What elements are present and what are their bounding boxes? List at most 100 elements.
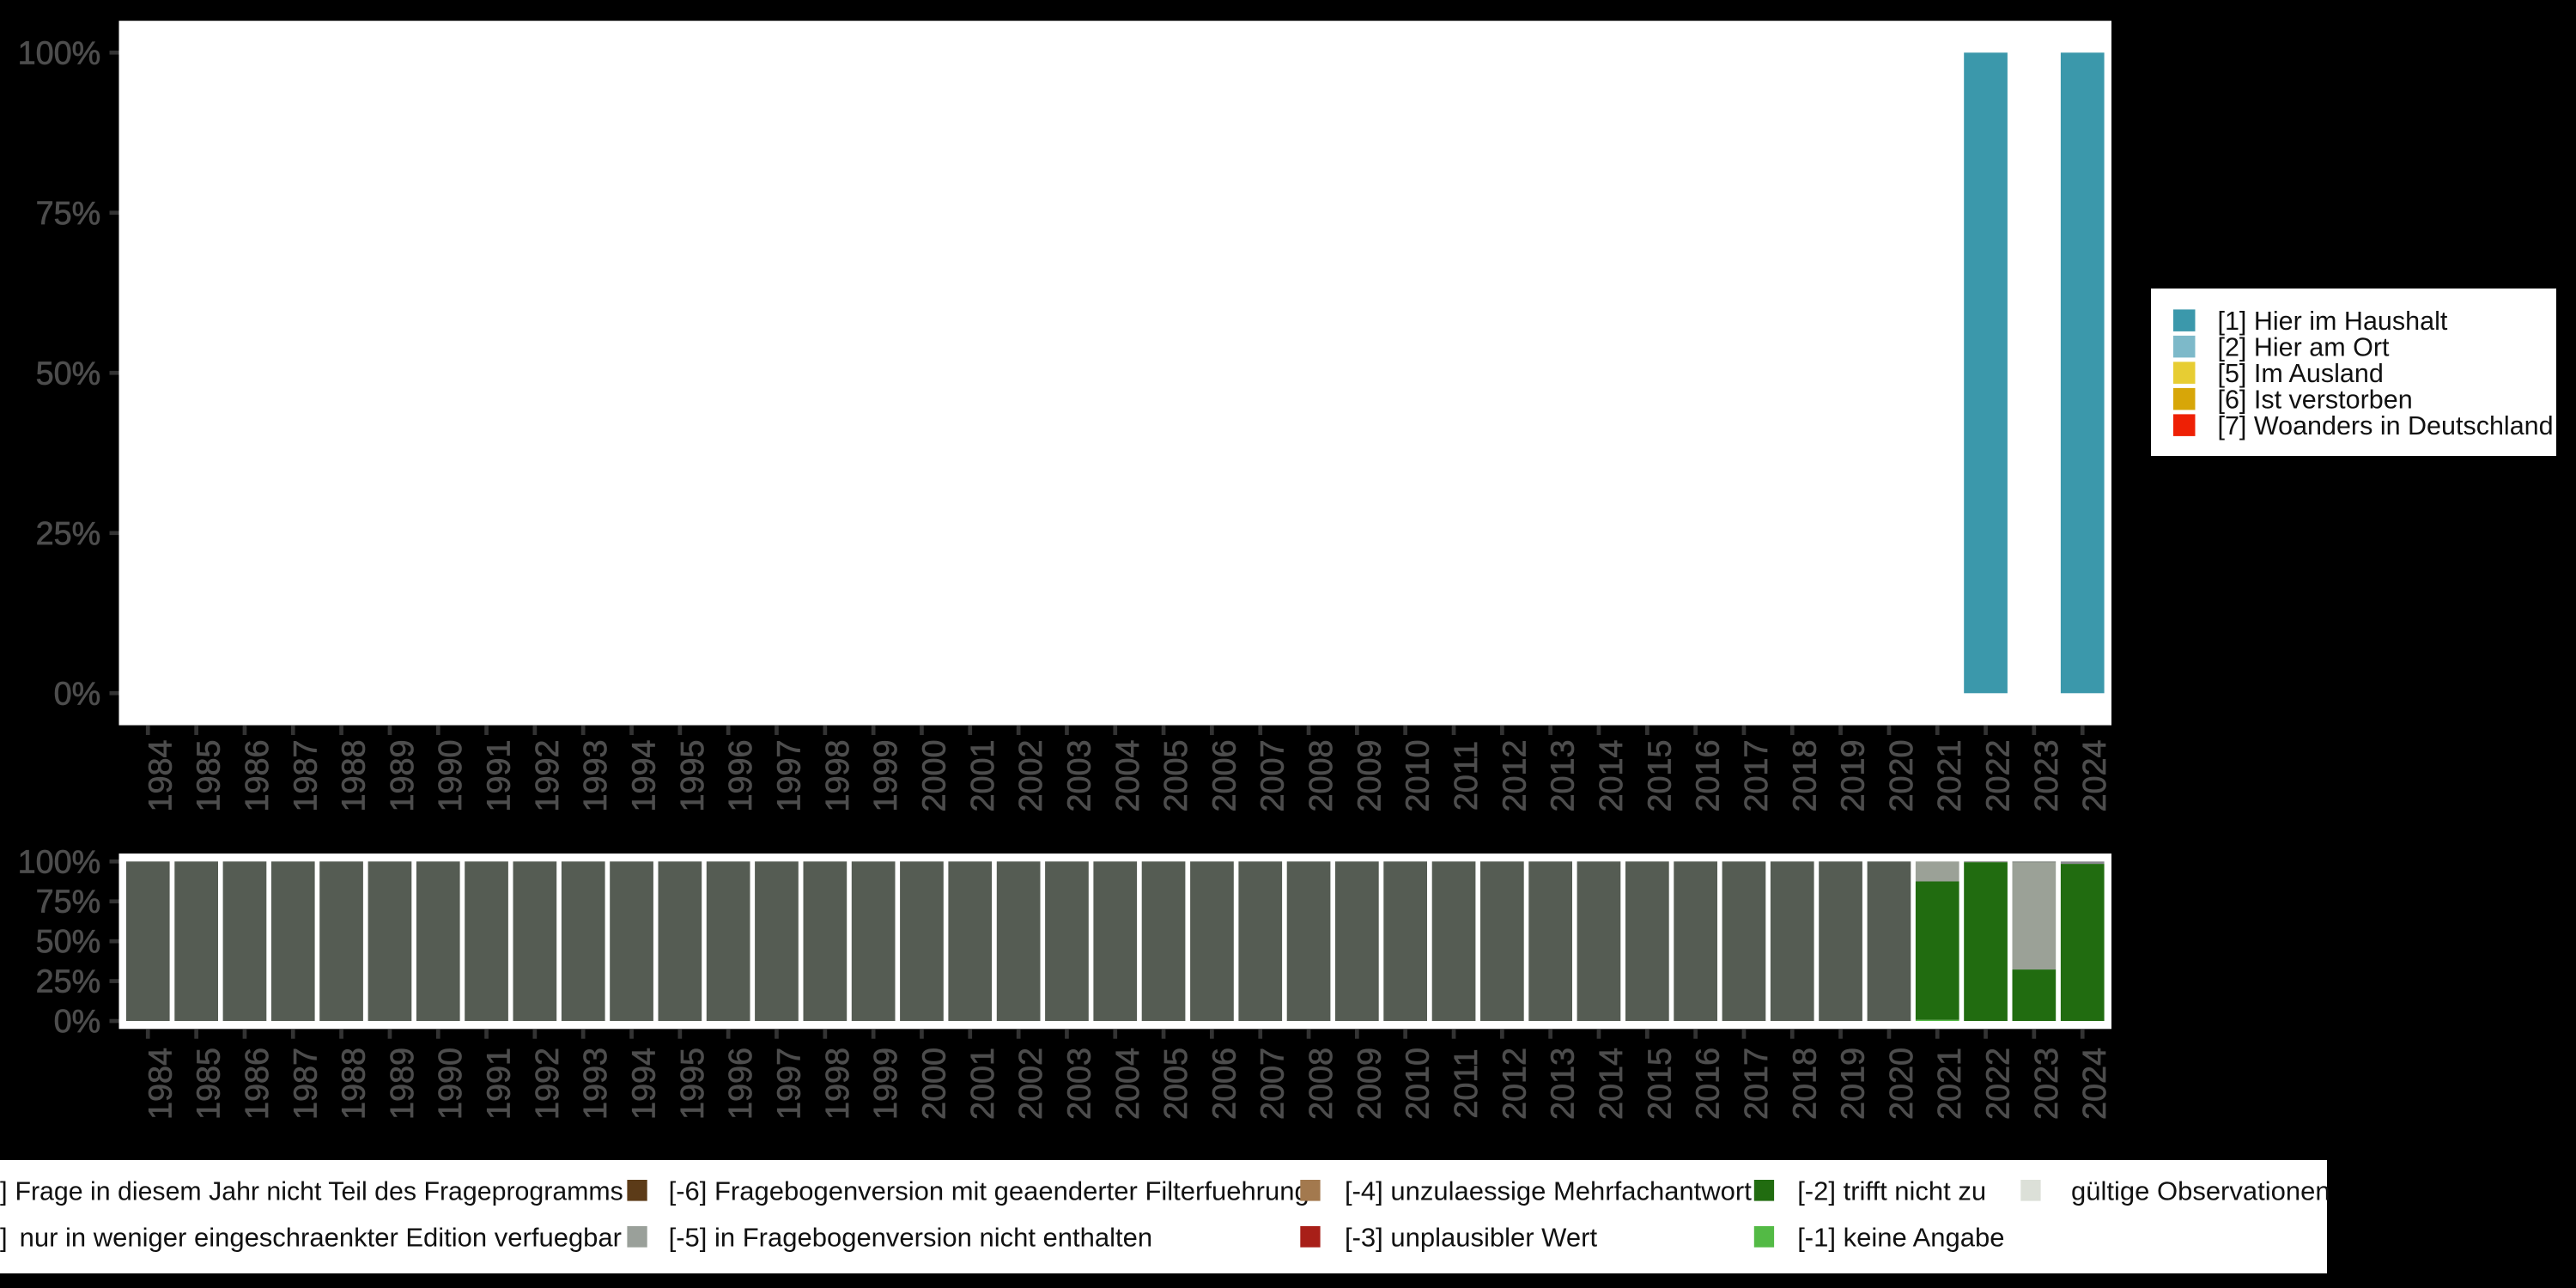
svg-text:1997: 1997 bbox=[772, 739, 808, 811]
svg-text:2010: 2010 bbox=[1400, 739, 1437, 811]
svg-text:nur in weniger eingeschraenkte: nur in weniger eingeschraenkter Edition … bbox=[20, 1223, 622, 1253]
svg-text:2017: 2017 bbox=[1739, 739, 1775, 811]
svg-text:2021: 2021 bbox=[1932, 1048, 1968, 1120]
svg-text:2016: 2016 bbox=[1691, 1048, 1727, 1120]
svg-text:1990: 1990 bbox=[433, 1048, 469, 1120]
svg-text:[1] Hier im Haushalt: [1] Hier im Haushalt bbox=[2218, 307, 2448, 336]
svg-text:1984: 1984 bbox=[143, 739, 179, 811]
svg-text:1993: 1993 bbox=[578, 739, 614, 811]
svg-text:2020: 2020 bbox=[1884, 739, 1920, 811]
svg-text:[5] Im Ausland: [5] Im Ausland bbox=[2218, 359, 2384, 388]
svg-text:2014: 2014 bbox=[1594, 739, 1630, 811]
svg-text:1998: 1998 bbox=[820, 1048, 856, 1120]
svg-text:2006: 2006 bbox=[1206, 1048, 1242, 1120]
svg-text:2000: 2000 bbox=[917, 1048, 953, 1120]
svg-text:[2] Hier am Ort: [2] Hier am Ort bbox=[2218, 333, 2391, 362]
svg-text:1988: 1988 bbox=[337, 1048, 373, 1120]
svg-text:]: ] bbox=[0, 1223, 8, 1253]
svg-text:2019: 2019 bbox=[1836, 1048, 1872, 1120]
svg-text:1987: 1987 bbox=[288, 739, 324, 811]
svg-text:1990: 1990 bbox=[433, 739, 469, 811]
svg-text:1985: 1985 bbox=[191, 739, 228, 811]
svg-text:2008: 2008 bbox=[1303, 739, 1340, 811]
svg-text:2012: 2012 bbox=[1497, 739, 1533, 811]
svg-text:2001: 2001 bbox=[965, 1048, 1001, 1120]
svg-text:1994: 1994 bbox=[627, 739, 663, 811]
svg-text:2000: 2000 bbox=[917, 739, 953, 811]
svg-text:2007: 2007 bbox=[1255, 739, 1291, 811]
svg-text:2018: 2018 bbox=[1787, 739, 1823, 811]
svg-text:2022: 2022 bbox=[1981, 739, 2017, 811]
svg-text:1985: 1985 bbox=[191, 1048, 228, 1120]
svg-text:2011: 2011 bbox=[1449, 741, 1485, 811]
svg-text:2016: 2016 bbox=[1691, 739, 1727, 811]
svg-text:2015: 2015 bbox=[1642, 1048, 1678, 1120]
svg-text:50%: 50% bbox=[36, 924, 101, 960]
svg-text:2024: 2024 bbox=[2077, 739, 2113, 811]
svg-text:[-1] keine Angabe: [-1] keine Angabe bbox=[1797, 1223, 2004, 1253]
svg-text:2004: 2004 bbox=[1110, 739, 1146, 811]
svg-text:2021: 2021 bbox=[1932, 739, 1968, 811]
svg-text:1984: 1984 bbox=[143, 1048, 179, 1120]
svg-text:2019: 2019 bbox=[1836, 739, 1872, 811]
svg-text:100%: 100% bbox=[18, 844, 101, 880]
svg-text:2003: 2003 bbox=[1061, 1048, 1097, 1120]
svg-text:1999: 1999 bbox=[868, 739, 904, 811]
svg-text:2009: 2009 bbox=[1352, 1048, 1388, 1120]
svg-text:1994: 1994 bbox=[627, 1048, 663, 1120]
svg-text:2013: 2013 bbox=[1546, 739, 1582, 811]
svg-text:2005: 2005 bbox=[1158, 1048, 1194, 1120]
svg-text:2009: 2009 bbox=[1352, 739, 1388, 811]
svg-text:75%: 75% bbox=[36, 196, 101, 232]
svg-text:2006: 2006 bbox=[1206, 739, 1242, 811]
svg-text:2002: 2002 bbox=[1013, 739, 1049, 811]
svg-text:1995: 1995 bbox=[675, 1048, 711, 1120]
svg-text:]: ] bbox=[0, 1176, 8, 1206]
svg-text:2007: 2007 bbox=[1255, 1048, 1291, 1120]
svg-text:2013: 2013 bbox=[1546, 1048, 1582, 1120]
svg-text:[-3] unplausibler Wert: [-3] unplausibler Wert bbox=[1345, 1223, 1597, 1253]
svg-text:2002: 2002 bbox=[1013, 1048, 1049, 1120]
svg-text:1991: 1991 bbox=[482, 739, 518, 811]
svg-text:2023: 2023 bbox=[2029, 1048, 2065, 1120]
svg-text:Frage in diesem Jahr nicht Tei: Frage in diesem Jahr nicht Teil des Frag… bbox=[15, 1178, 623, 1206]
svg-text:75%: 75% bbox=[36, 884, 101, 920]
svg-text:1992: 1992 bbox=[530, 1048, 566, 1120]
svg-text:1998: 1998 bbox=[820, 739, 856, 811]
svg-text:[-6] Fragebogenversion mit gea: [-6] Fragebogenversion mit geaenderter F… bbox=[669, 1176, 1309, 1206]
svg-text:100%: 100% bbox=[18, 35, 101, 71]
svg-text:1989: 1989 bbox=[385, 1048, 421, 1120]
svg-text:2001: 2001 bbox=[965, 739, 1001, 811]
svg-text:1996: 1996 bbox=[723, 739, 759, 811]
svg-text:1992: 1992 bbox=[530, 739, 566, 811]
svg-text:1988: 1988 bbox=[337, 739, 373, 811]
svg-text:[7] Woanders in Deutschland: [7] Woanders in Deutschland bbox=[2218, 411, 2554, 440]
svg-text:2003: 2003 bbox=[1061, 739, 1097, 811]
svg-text:2005: 2005 bbox=[1158, 739, 1194, 811]
svg-text:1997: 1997 bbox=[772, 1048, 808, 1120]
svg-text:2004: 2004 bbox=[1110, 1048, 1146, 1120]
svg-text:2011: 2011 bbox=[1449, 1048, 1485, 1118]
svg-text:1993: 1993 bbox=[578, 1048, 614, 1120]
svg-text:[-4] unzulaessige Mehrfachantw: [-4] unzulaessige Mehrfachantwort bbox=[1345, 1176, 1752, 1206]
svg-text:25%: 25% bbox=[36, 964, 101, 1000]
svg-text:2015: 2015 bbox=[1642, 739, 1678, 811]
svg-text:2023: 2023 bbox=[2029, 739, 2065, 811]
svg-text:[-5] in Fragebogenversion nich: [-5] in Fragebogenversion nicht enthalte… bbox=[669, 1223, 1153, 1253]
svg-text:50%: 50% bbox=[36, 355, 101, 392]
svg-text:2012: 2012 bbox=[1497, 1048, 1533, 1120]
svg-text:1986: 1986 bbox=[240, 739, 276, 811]
svg-text:gültige Observationen: gültige Observationen bbox=[2071, 1176, 2330, 1206]
svg-text:[6] Ist verstorben: [6] Ist verstorben bbox=[2218, 386, 2413, 415]
svg-text:2018: 2018 bbox=[1787, 1048, 1823, 1120]
svg-text:2010: 2010 bbox=[1400, 1048, 1437, 1120]
svg-text:1991: 1991 bbox=[482, 1048, 518, 1120]
svg-text:2022: 2022 bbox=[1981, 1048, 2017, 1120]
svg-text:1986: 1986 bbox=[240, 1048, 276, 1120]
svg-text:0%: 0% bbox=[54, 676, 101, 712]
svg-text:1987: 1987 bbox=[288, 1048, 324, 1120]
svg-text:2008: 2008 bbox=[1303, 1048, 1340, 1120]
svg-text:1999: 1999 bbox=[868, 1048, 904, 1120]
svg-text:2020: 2020 bbox=[1884, 1048, 1920, 1120]
svg-text:2014: 2014 bbox=[1594, 1048, 1630, 1120]
